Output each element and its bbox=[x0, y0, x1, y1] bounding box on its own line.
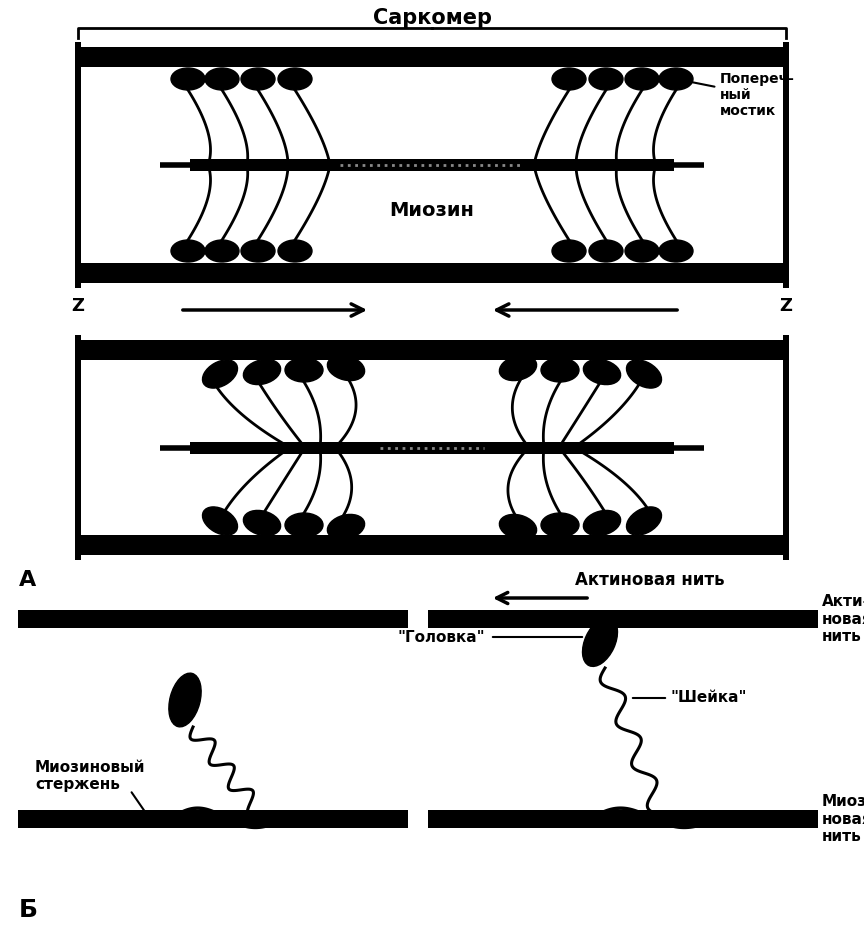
Ellipse shape bbox=[659, 68, 693, 90]
Bar bbox=[75, 335, 81, 560]
Ellipse shape bbox=[244, 359, 281, 385]
Bar bbox=[783, 42, 789, 288]
Text: Саркомер: Саркомер bbox=[372, 8, 492, 28]
Bar bbox=[359, 535, 789, 555]
Ellipse shape bbox=[241, 68, 275, 90]
Text: "Шейка": "Шейка" bbox=[670, 690, 746, 705]
Ellipse shape bbox=[583, 359, 620, 385]
Ellipse shape bbox=[541, 358, 579, 382]
Bar bbox=[190, 442, 674, 453]
Ellipse shape bbox=[278, 68, 312, 90]
Ellipse shape bbox=[552, 240, 586, 262]
Bar bbox=[783, 335, 789, 560]
Ellipse shape bbox=[625, 240, 659, 262]
Ellipse shape bbox=[499, 356, 537, 380]
Ellipse shape bbox=[541, 513, 579, 537]
Text: Б: Б bbox=[18, 898, 37, 922]
Bar bbox=[75, 263, 445, 283]
Bar bbox=[190, 159, 674, 171]
Ellipse shape bbox=[327, 356, 365, 380]
Ellipse shape bbox=[202, 360, 238, 388]
Ellipse shape bbox=[285, 358, 323, 382]
Ellipse shape bbox=[171, 68, 205, 90]
Bar bbox=[428, 610, 818, 628]
Bar bbox=[18, 810, 408, 828]
Text: Актиновая нить: Актиновая нить bbox=[575, 571, 725, 589]
Ellipse shape bbox=[285, 513, 323, 537]
Ellipse shape bbox=[202, 507, 238, 535]
Ellipse shape bbox=[205, 240, 239, 262]
Bar bbox=[18, 610, 408, 628]
Bar bbox=[75, 42, 81, 288]
Bar bbox=[419, 47, 789, 67]
Ellipse shape bbox=[499, 515, 537, 539]
Text: Миозиновый
стержень: Миозиновый стержень bbox=[35, 760, 145, 793]
Ellipse shape bbox=[589, 68, 623, 90]
Bar bbox=[75, 340, 505, 360]
Ellipse shape bbox=[171, 240, 205, 262]
Text: Z: Z bbox=[779, 297, 792, 315]
Ellipse shape bbox=[582, 617, 618, 666]
Ellipse shape bbox=[244, 510, 281, 536]
Text: Миози-
новая
нить: Миози- новая нить bbox=[822, 794, 864, 844]
Text: А: А bbox=[19, 570, 36, 590]
Ellipse shape bbox=[625, 68, 659, 90]
Ellipse shape bbox=[659, 240, 693, 262]
Ellipse shape bbox=[626, 360, 662, 388]
Bar bbox=[428, 810, 818, 828]
Ellipse shape bbox=[327, 515, 365, 539]
Text: Попереч-
ный
мостик: Попереч- ный мостик bbox=[679, 72, 795, 118]
Ellipse shape bbox=[205, 68, 239, 90]
Text: Z: Z bbox=[72, 297, 85, 315]
Text: "Головка": "Головка" bbox=[397, 629, 485, 645]
Ellipse shape bbox=[589, 240, 623, 262]
Ellipse shape bbox=[278, 240, 312, 262]
Bar bbox=[419, 263, 789, 283]
Ellipse shape bbox=[241, 240, 275, 262]
Bar bbox=[75, 47, 445, 67]
Ellipse shape bbox=[583, 510, 620, 536]
Text: Миозин: Миозин bbox=[390, 200, 474, 220]
Bar bbox=[75, 535, 505, 555]
Text: Акти-
новая
нить: Акти- новая нить bbox=[822, 594, 864, 644]
Ellipse shape bbox=[626, 507, 662, 535]
Ellipse shape bbox=[168, 673, 201, 727]
Bar bbox=[359, 340, 789, 360]
Ellipse shape bbox=[552, 68, 586, 90]
